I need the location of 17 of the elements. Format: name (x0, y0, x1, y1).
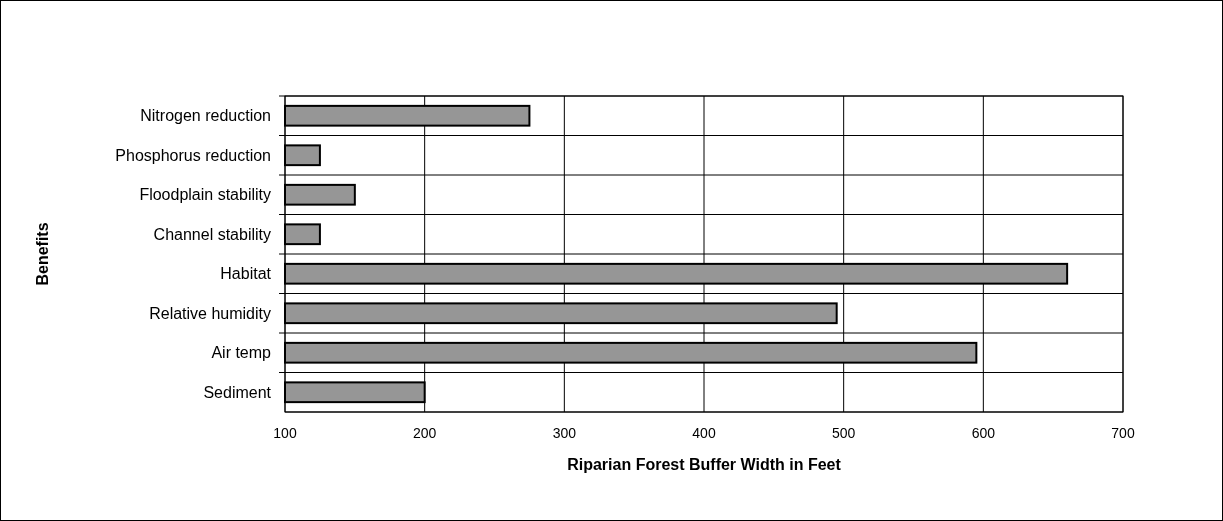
y-tick-label: Channel stability (153, 225, 271, 243)
x-tick-label: 100 (273, 425, 297, 441)
x-tick-label: 300 (552, 425, 577, 441)
x-tick-label: 200 (412, 425, 437, 441)
y-tick-label: Sediment (203, 383, 272, 401)
y-tick-label: Nitrogen reduction (140, 107, 271, 125)
x-tick-label: 500 (831, 425, 856, 441)
y-tick-label: Air temp (211, 344, 272, 362)
y-tick-label: Floodplain stability (139, 186, 271, 204)
x-tick-label: 400 (692, 425, 716, 441)
x-axis-title: Riparian Forest Buffer Width in Feet (567, 456, 842, 473)
y-tick-label: Phosphorus reduction (115, 146, 271, 164)
y-axis-title: Benefits (34, 222, 51, 286)
x-tick-label: 600 (971, 425, 996, 441)
y-tick-label: Relative humidity (149, 304, 271, 322)
x-tick-label: 700 (1111, 425, 1135, 441)
y-tick-label: Habitat (220, 265, 272, 283)
